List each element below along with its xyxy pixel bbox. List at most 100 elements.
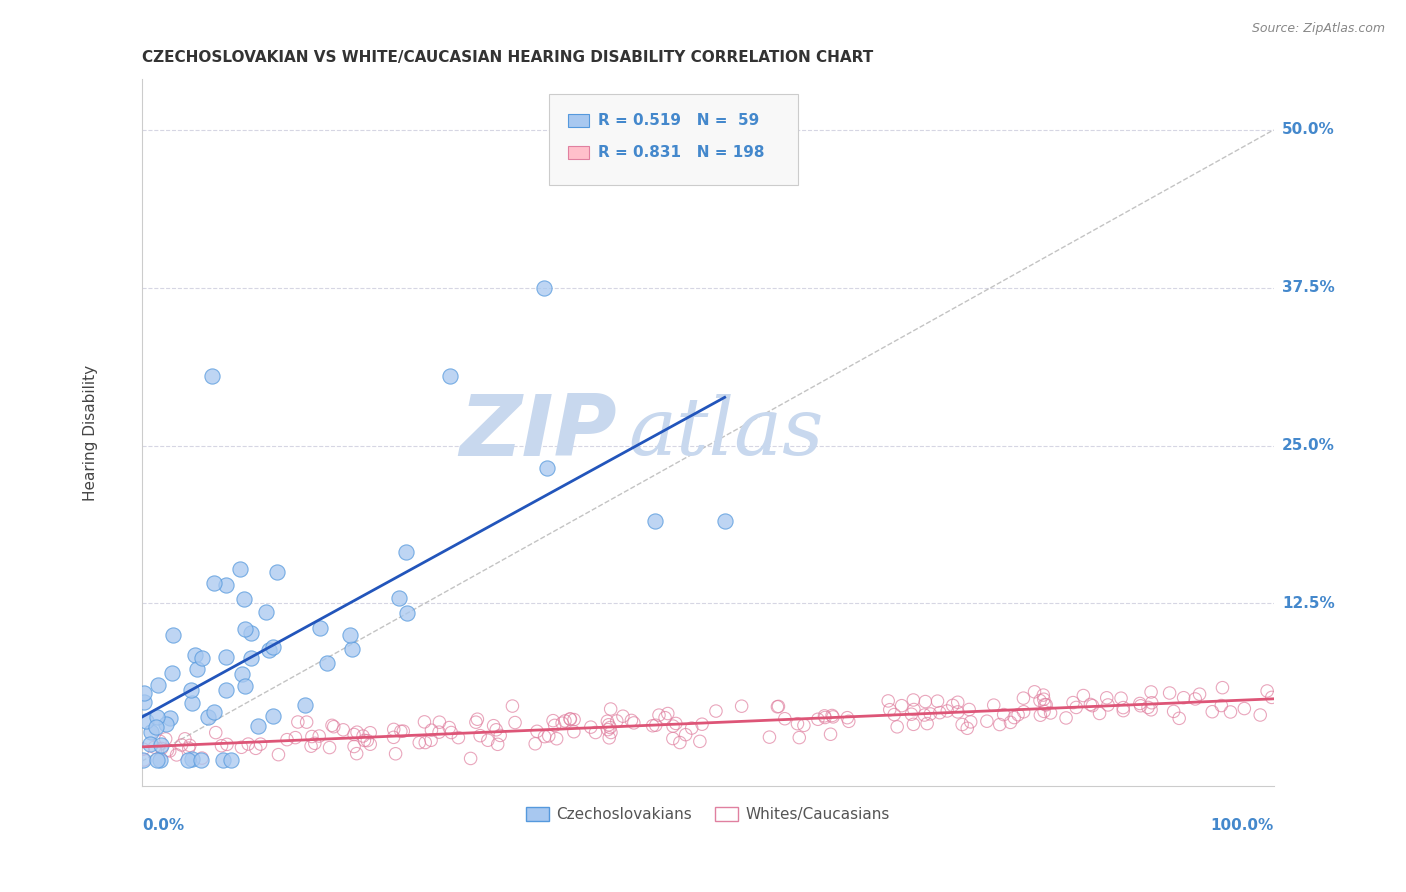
Point	[299, 739, 322, 754]
Point	[946, 695, 969, 709]
Point	[229, 562, 252, 576]
Point	[675, 728, 697, 742]
Point	[1261, 690, 1284, 705]
Point	[598, 718, 620, 732]
Text: CZECHOSLOVAKIAN VS WHITE/CAUCASIAN HEARING DISABILITY CORRELATION CHART: CZECHOSLOVAKIAN VS WHITE/CAUCASIAN HEARI…	[142, 50, 873, 65]
Point	[1032, 688, 1054, 702]
Point	[156, 743, 179, 757]
Point	[346, 747, 368, 761]
Point	[159, 710, 181, 724]
Point	[132, 695, 155, 709]
Point	[900, 707, 922, 722]
Point	[254, 606, 277, 620]
Point	[145, 753, 167, 767]
Point	[886, 720, 908, 734]
Point	[1163, 705, 1185, 719]
Point	[146, 710, 169, 724]
Point	[439, 721, 461, 735]
Point	[1081, 698, 1104, 713]
Point	[950, 717, 973, 731]
Point	[768, 699, 790, 714]
Point	[211, 739, 233, 753]
Point	[197, 710, 219, 724]
Point	[665, 716, 688, 731]
Point	[644, 718, 666, 732]
Point	[1168, 711, 1191, 725]
Point	[382, 723, 405, 737]
Point	[524, 737, 547, 751]
Point	[215, 737, 238, 751]
Point	[221, 753, 243, 767]
Point	[541, 714, 564, 728]
Point	[155, 731, 177, 746]
Point	[730, 699, 752, 714]
Point	[1080, 698, 1102, 712]
FancyBboxPatch shape	[568, 146, 589, 159]
Point	[389, 724, 412, 739]
Point	[388, 591, 411, 605]
Point	[946, 705, 969, 719]
Point	[558, 712, 581, 726]
Point	[170, 738, 193, 752]
Point	[662, 731, 685, 746]
Point	[503, 715, 526, 730]
Point	[215, 650, 238, 665]
Point	[231, 740, 253, 755]
Point	[1007, 707, 1029, 722]
Text: 12.5%: 12.5%	[1282, 596, 1334, 611]
Point	[477, 733, 499, 747]
Point	[1249, 708, 1271, 723]
Point	[177, 753, 200, 767]
Point	[359, 737, 381, 751]
Point	[1184, 692, 1206, 706]
Point	[1201, 705, 1223, 719]
Point	[395, 545, 418, 559]
Point	[392, 724, 415, 739]
Point	[150, 739, 173, 753]
Point	[657, 706, 679, 721]
Point	[308, 729, 330, 743]
Text: 37.5%: 37.5%	[1282, 280, 1334, 295]
Point	[485, 723, 508, 737]
Point	[267, 747, 290, 762]
Point	[883, 707, 905, 722]
Point	[1173, 690, 1195, 705]
Point	[1054, 711, 1077, 725]
Point	[1233, 701, 1256, 715]
Point	[343, 739, 366, 754]
Text: Source: ZipAtlas.com: Source: ZipAtlas.com	[1251, 22, 1385, 36]
Point	[641, 719, 664, 733]
Point	[976, 714, 998, 729]
Point	[890, 698, 912, 713]
Point	[132, 753, 155, 767]
Point	[332, 723, 354, 737]
Point	[927, 694, 949, 708]
Point	[654, 711, 676, 725]
Point	[180, 752, 202, 766]
Point	[262, 709, 284, 723]
Point	[160, 666, 183, 681]
Point	[180, 696, 202, 710]
Point	[132, 742, 155, 756]
Point	[942, 698, 965, 713]
Point	[155, 717, 177, 731]
Point	[599, 702, 621, 716]
Point	[184, 648, 207, 662]
Point	[914, 695, 936, 709]
Point	[988, 717, 1011, 731]
Point	[1112, 704, 1135, 718]
Point	[1064, 700, 1087, 714]
Point	[146, 678, 169, 692]
Point	[301, 730, 323, 744]
Point	[284, 731, 307, 745]
Point	[489, 728, 512, 742]
Point	[554, 714, 576, 728]
Point	[429, 715, 451, 730]
Point	[690, 717, 713, 731]
Point	[215, 683, 238, 698]
Point	[993, 707, 1015, 722]
Point	[903, 717, 925, 731]
Point	[623, 715, 645, 730]
Point	[562, 713, 585, 727]
Point	[467, 712, 489, 726]
